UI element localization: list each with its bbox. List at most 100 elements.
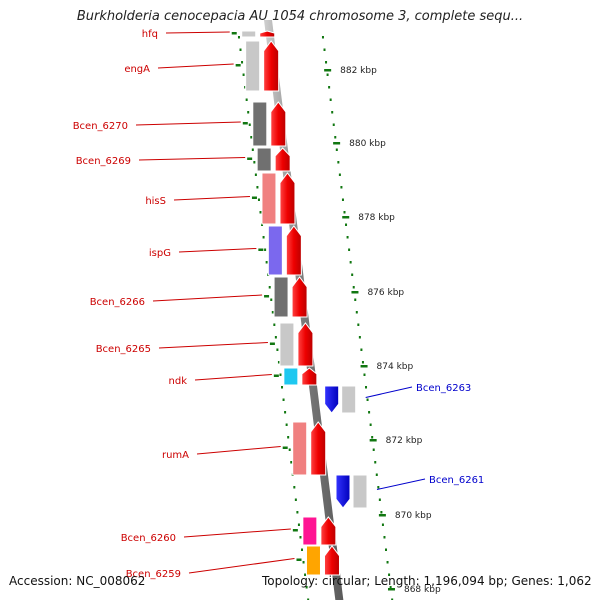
gene-arrow-forward[interactable] (270, 101, 287, 147)
outer-tick (372, 448, 375, 451)
gene-label[interactable]: engA (124, 64, 150, 75)
gene-arrow-forward[interactable] (323, 545, 340, 576)
gene-arrow-forward[interactable] (259, 30, 276, 38)
gene-tick (251, 196, 257, 199)
scale-label: 882 kbp (340, 66, 377, 76)
gene-label-leader (194, 374, 272, 381)
inner-tick (256, 186, 259, 189)
inner-tick (274, 336, 277, 339)
outer-tick (349, 261, 352, 264)
scale-label: 870 kbp (395, 511, 432, 521)
inner-tick (251, 148, 254, 151)
scale-tick (351, 291, 359, 294)
outer-tick (369, 423, 372, 426)
inner-tick (285, 423, 288, 426)
gene-cog-box (267, 225, 283, 276)
gene-tick (258, 248, 264, 251)
outer-tick (385, 548, 388, 551)
gene-cog-box (352, 474, 368, 509)
outer-tick (325, 61, 328, 64)
gene-cog-box (279, 322, 295, 367)
inner-tick (247, 111, 250, 114)
gene-label-leader (158, 342, 268, 349)
outer-tick (337, 161, 340, 164)
gene-label[interactable]: Bcen_6265 (96, 344, 151, 355)
gene-cog-box (256, 147, 272, 172)
inner-tick (301, 548, 304, 551)
gene-arrow-forward[interactable] (297, 322, 314, 367)
outer-tick (334, 136, 337, 139)
gene-label[interactable]: Bcen_6266 (90, 297, 145, 308)
inner-tick (290, 461, 293, 464)
gene-label-leader (178, 248, 257, 253)
outer-tick (388, 573, 391, 576)
inner-tick (294, 498, 297, 501)
gene-arrow-forward[interactable] (310, 421, 327, 476)
gene-label[interactable]: Bcen_6259 (126, 569, 181, 580)
gene-arrow-forward[interactable] (291, 276, 308, 318)
inner-tick (297, 523, 300, 526)
gene-label-leader (157, 63, 234, 69)
outer-tick (341, 198, 344, 201)
gene-label-leader (165, 31, 230, 34)
gene-tick (296, 558, 302, 561)
gene-label-leader (138, 157, 246, 161)
gene-label[interactable]: hfq (142, 29, 158, 40)
gene-label[interactable]: Bcen_6269 (76, 156, 131, 167)
inner-tick (268, 286, 271, 289)
outer-tick (354, 298, 357, 301)
scale-tick (333, 142, 341, 145)
gene-label[interactable]: ndk (169, 376, 188, 387)
gene-label[interactable]: Bcen_6261 (429, 475, 484, 486)
inner-tick (248, 123, 251, 126)
outer-tick (343, 211, 346, 214)
gene-label[interactable]: Bcen_6260 (121, 533, 176, 544)
gene-arrow-reverse[interactable] (324, 385, 340, 414)
gene-label[interactable]: rumA (162, 450, 189, 461)
inner-tick (254, 173, 257, 176)
inner-tick (257, 198, 260, 201)
outer-tick (383, 536, 386, 539)
inner-tick (299, 536, 302, 539)
gene-label-leader (183, 528, 291, 538)
inner-tick (244, 86, 247, 89)
inner-tick (276, 348, 279, 351)
inner-tick (241, 61, 244, 64)
gene-label[interactable]: ispG (149, 248, 171, 259)
outer-tick (352, 286, 355, 289)
outer-tick (328, 86, 331, 89)
gene-arrows (241, 30, 368, 576)
inner-tick (237, 36, 240, 39)
outer-tick (340, 186, 343, 189)
gene-arrow-forward[interactable] (263, 40, 280, 92)
inner-tick (242, 73, 245, 76)
gene-label[interactable]: Bcen_6263 (416, 383, 471, 394)
gene-cog-box (261, 172, 277, 225)
gene-arrow-forward[interactable] (274, 147, 291, 172)
gene-arrow-forward[interactable] (320, 516, 337, 546)
outer-tick (363, 373, 366, 376)
gene-arrow-forward[interactable] (285, 225, 302, 276)
outer-tick (348, 248, 351, 251)
inner-tick (270, 298, 273, 301)
gene-arrow-forward[interactable] (279, 172, 296, 225)
outer-tick (332, 123, 335, 126)
gene-label-leader (135, 121, 241, 126)
gene-label[interactable]: hisS (145, 196, 166, 207)
scale-label: 874 kbp (377, 362, 414, 372)
outer-tick (381, 523, 384, 526)
gene-arrow-reverse[interactable] (335, 474, 351, 509)
gene-label[interactable]: Bcen_6270 (73, 121, 128, 132)
gene-tick (235, 64, 241, 67)
scale-tick (387, 588, 395, 591)
gene-cog-box (241, 30, 257, 38)
outer-tick (323, 48, 326, 51)
outer-tick (378, 498, 381, 501)
gene-arrow-forward[interactable] (301, 367, 318, 386)
scale-label: 878 kbp (358, 213, 395, 223)
outer-tick (345, 223, 348, 226)
scale-label: 880 kbp (349, 139, 386, 149)
outer-tick (374, 461, 377, 464)
gene-label-leader (196, 446, 281, 455)
outer-tick (386, 561, 389, 564)
